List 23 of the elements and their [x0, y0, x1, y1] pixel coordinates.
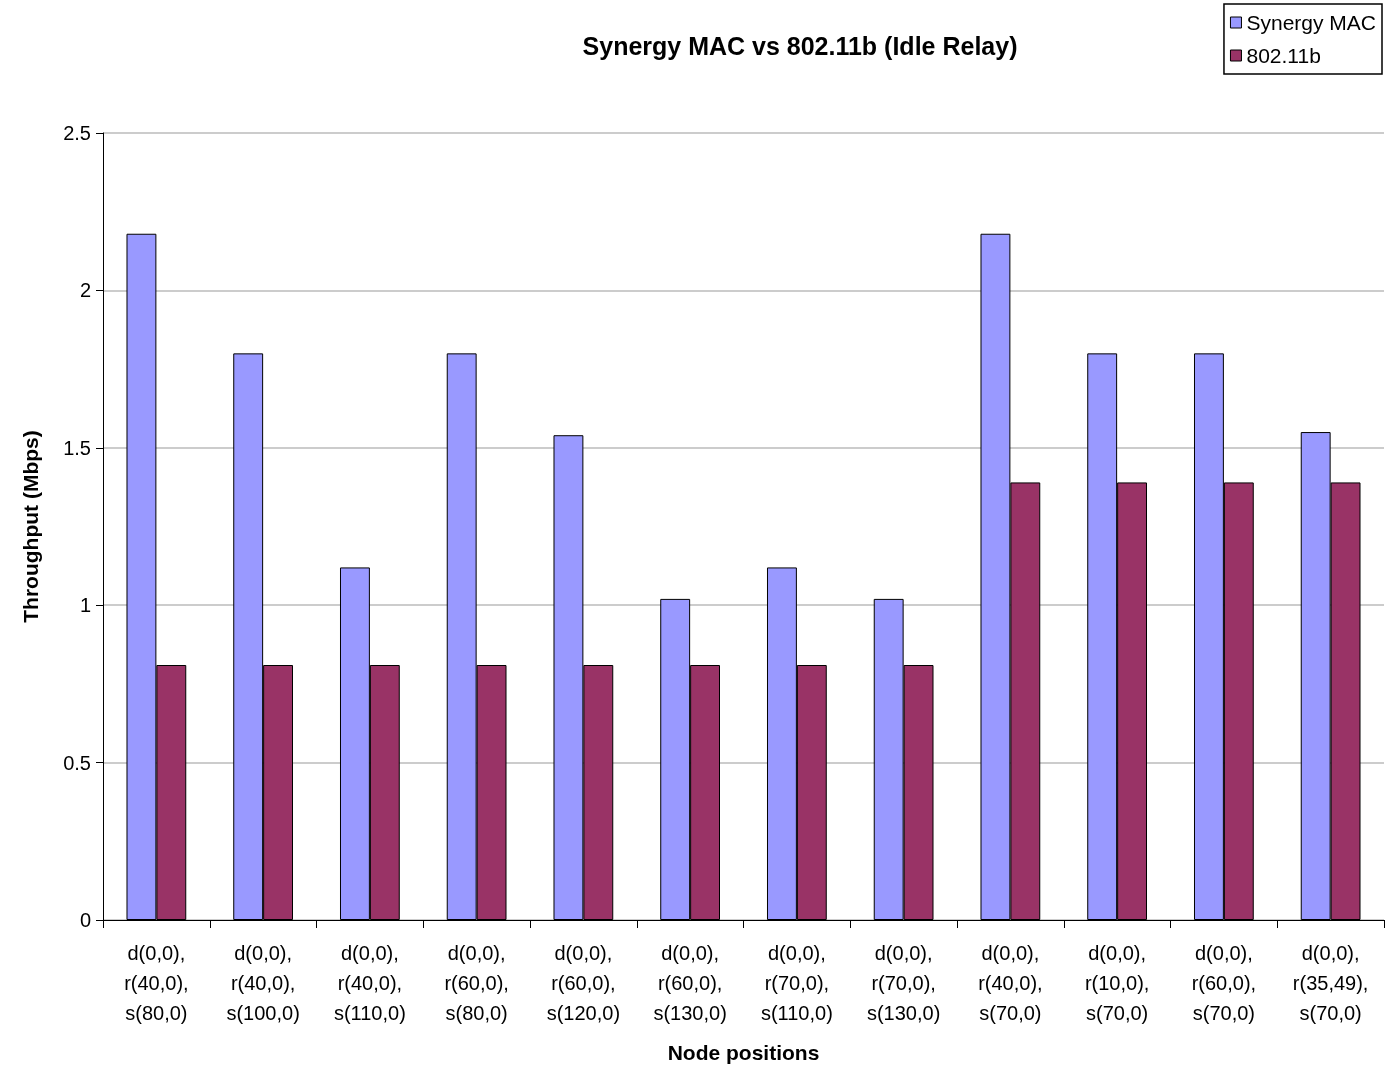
x-tick-label: d(0,0), r(70,0), s(130,0) [866, 942, 941, 1024]
x-tick-label: d(0,0), r(40,0), s(100,0) [226, 942, 300, 1024]
x-tick-label: d(0,0), r(35,49), s(70,0) [1292, 942, 1369, 1024]
x-tick-label: d(0,0), r(10,0), s(70,0) [1084, 942, 1150, 1024]
y-tick-label: 2.5 [63, 122, 91, 144]
y-tick-label: 0 [79, 909, 91, 931]
x-tick-label: d(0,0), r(60,0), s(80,0) [444, 942, 509, 1024]
y-tick-label: 1 [79, 594, 91, 617]
x-tick-label: d(0,0), r(40,0), s(70,0) [978, 942, 1043, 1024]
x-axis-title: Node positions [667, 1041, 820, 1064]
x-tick-label: d(0,0), r(40,0), s(110,0) [333, 942, 406, 1024]
chart-title: Synergy MAC vs 802.11b (Idle Relay) [582, 31, 1018, 60]
legend-label: Synergy MAC [1246, 11, 1377, 34]
x-tick-label: d(0,0), r(60,0), s(120,0) [546, 942, 621, 1024]
x-tick-label: d(0,0), r(60,0), s(70,0) [1191, 942, 1257, 1024]
x-tick-label: d(0,0), r(40,0), s(80,0) [124, 942, 189, 1024]
legend-label: 802.11b [1246, 44, 1321, 67]
x-tick-label: d(0,0), r(60,0), s(130,0) [653, 942, 727, 1024]
y-tick-label: 1.5 [63, 436, 91, 459]
y-axis-title: Throughput (Mbps) [19, 430, 42, 623]
y-tick-label: 0.5 [63, 751, 91, 774]
x-tick-label: d(0,0), r(70,0), s(110,0) [760, 942, 833, 1024]
y-tick-label: 2 [79, 279, 91, 302]
